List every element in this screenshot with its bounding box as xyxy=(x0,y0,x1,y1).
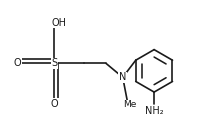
Text: OH: OH xyxy=(51,18,66,28)
Text: O: O xyxy=(14,59,21,68)
Text: O: O xyxy=(50,99,58,109)
Text: S: S xyxy=(51,59,57,68)
Text: NH₂: NH₂ xyxy=(144,106,163,116)
Text: Me: Me xyxy=(123,100,136,109)
Text: N: N xyxy=(118,72,126,82)
